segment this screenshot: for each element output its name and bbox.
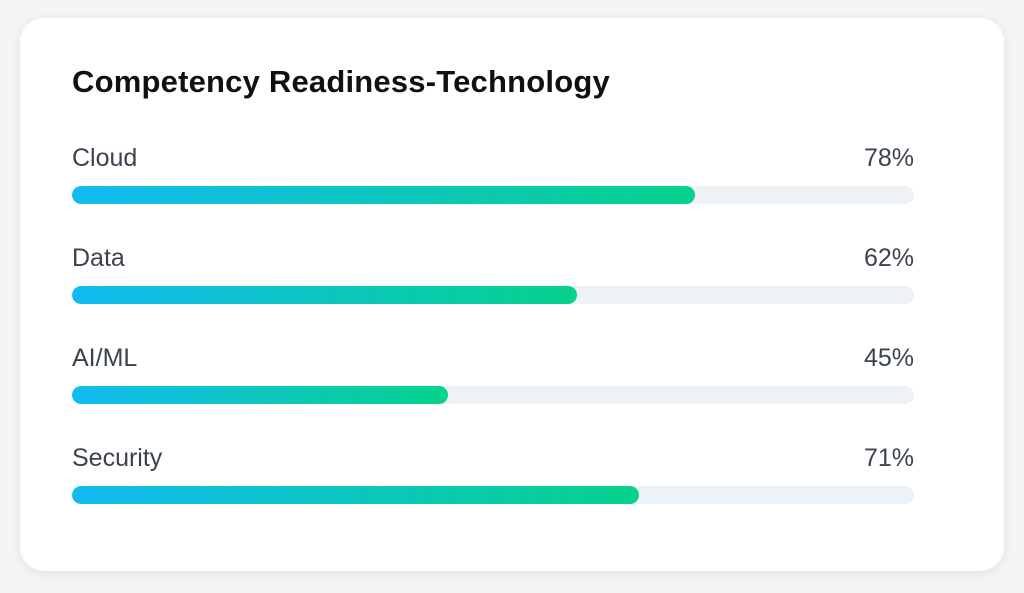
progress-track xyxy=(72,486,914,504)
progress-track xyxy=(72,386,914,404)
competency-percent: 78% xyxy=(863,144,914,172)
progress-track xyxy=(72,186,914,204)
competency-row-security: Security 71% xyxy=(72,440,914,540)
progress-fill xyxy=(72,486,639,504)
competency-label: Cloud xyxy=(72,144,138,172)
competency-percent: 45% xyxy=(863,344,914,372)
competency-label: AI/ML xyxy=(72,344,138,372)
competency-row-data: Data 62% xyxy=(72,240,914,340)
competency-list: Cloud 78% Data 62% AI/ML 45% xyxy=(72,140,914,540)
competency-row-aiml: AI/ML 45% xyxy=(72,340,914,440)
competency-card: Competency Readiness-Technology Cloud 78… xyxy=(20,18,1004,571)
competency-label: Security xyxy=(72,444,163,472)
progress-fill xyxy=(72,386,449,404)
progress-track xyxy=(72,286,914,304)
card-title: Competency Readiness-Technology xyxy=(72,64,610,99)
progress-fill xyxy=(72,286,578,304)
progress-fill xyxy=(72,186,696,204)
competency-row-cloud: Cloud 78% xyxy=(72,140,914,240)
competency-label: Data xyxy=(72,244,125,272)
competency-percent: 71% xyxy=(863,444,914,472)
competency-percent: 62% xyxy=(863,244,914,272)
